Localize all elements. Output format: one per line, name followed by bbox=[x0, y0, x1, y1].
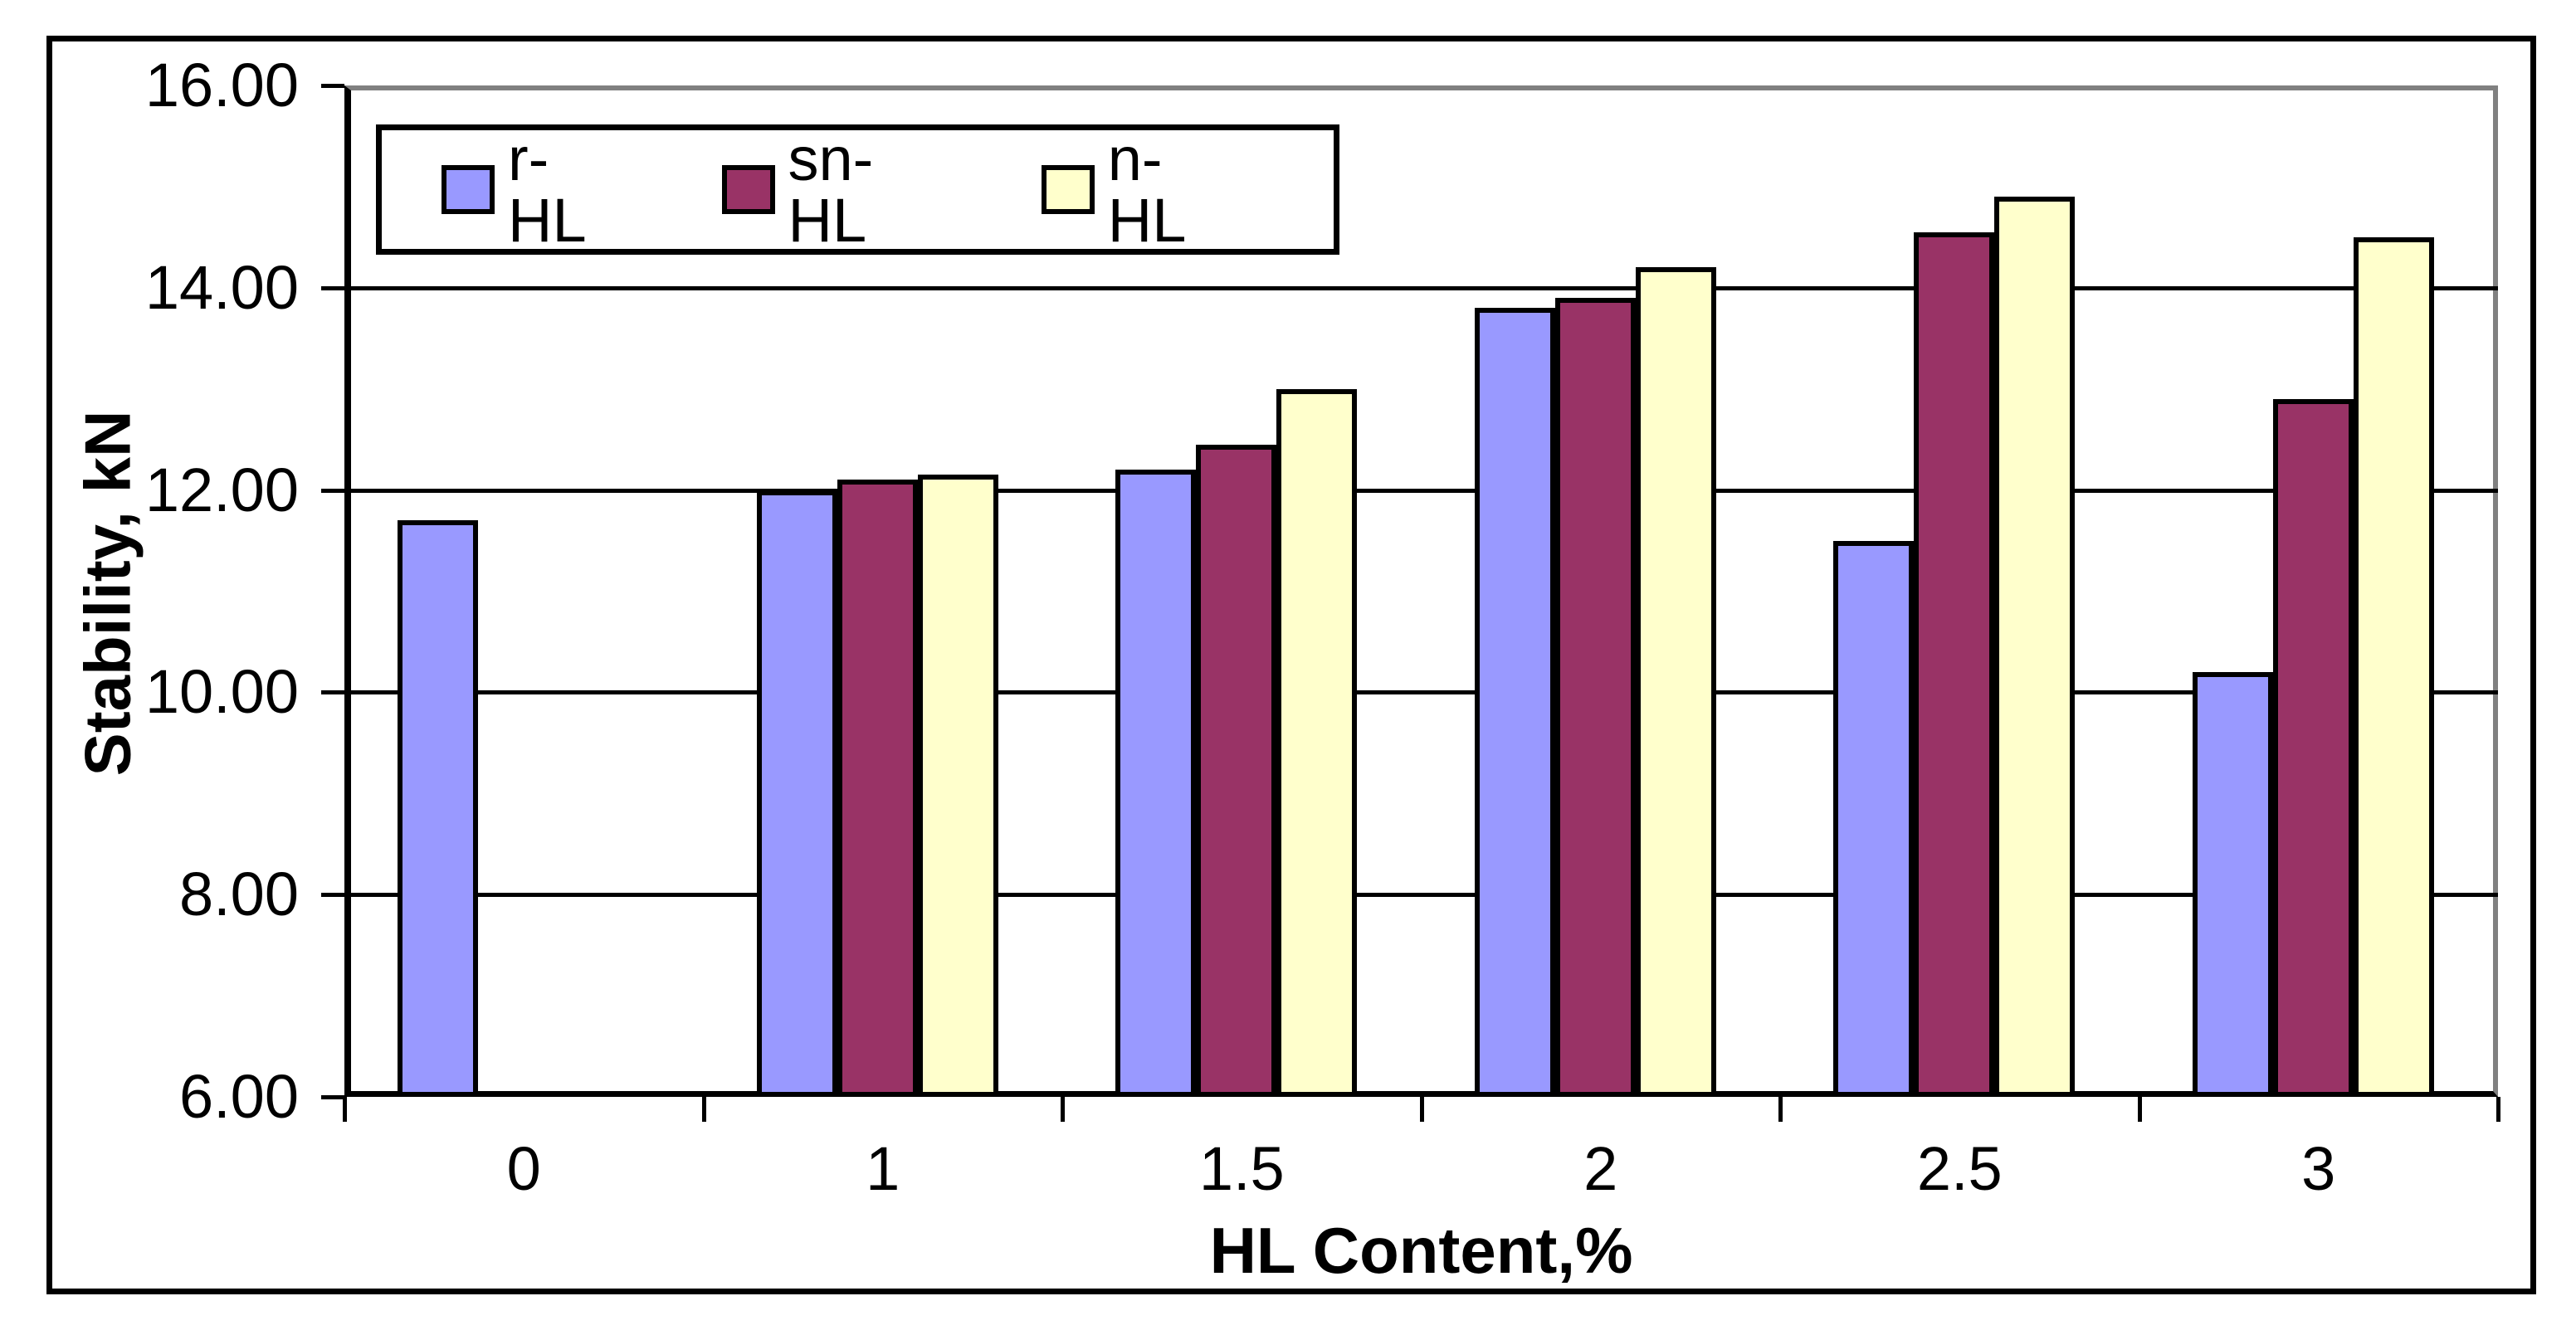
y-tick-label: 12.00 bbox=[144, 455, 299, 524]
x-axis-tick bbox=[2496, 1097, 2500, 1122]
gridline-10.00 bbox=[351, 690, 2498, 695]
legend-swatch-icon bbox=[442, 165, 495, 214]
bar-sn-HL-cat-1.5 bbox=[1196, 444, 1276, 1097]
x-axis-tick bbox=[1419, 1097, 1424, 1122]
bar-sn-HL-cat-3 bbox=[2272, 398, 2354, 1097]
legend-label: r-HL bbox=[508, 124, 587, 255]
bar-r-HL-cat-2.5 bbox=[1833, 540, 1914, 1097]
legend-label: sn-HL bbox=[788, 124, 874, 255]
bar-r-HL-cat-3 bbox=[2192, 672, 2273, 1097]
bar-n-HL-cat-3 bbox=[2353, 236, 2434, 1097]
bar-sn-HL-cat-2.5 bbox=[1914, 231, 1994, 1097]
legend-item-r-HL: r-HL bbox=[442, 124, 607, 255]
bar-r-HL-cat-1.5 bbox=[1115, 470, 1196, 1097]
x-tick-label: 3 bbox=[2301, 1134, 2336, 1203]
bar-n-HL-cat-2 bbox=[1635, 267, 1716, 1097]
bar-n-HL-cat-1 bbox=[917, 475, 998, 1097]
x-axis-tick bbox=[343, 1097, 347, 1122]
bar-sn-HL-cat-1 bbox=[837, 480, 918, 1097]
bar-sn-HL-cat-2 bbox=[1554, 297, 1636, 1097]
x-axis-tick bbox=[2137, 1097, 2142, 1122]
x-tick-label: 1 bbox=[866, 1134, 900, 1203]
y-axis-tick bbox=[321, 1095, 344, 1099]
y-tick-label: 6.00 bbox=[178, 1062, 299, 1131]
y-tick-label: 14.00 bbox=[144, 252, 299, 322]
x-axis-tick bbox=[1778, 1097, 1783, 1122]
y-axis-tick bbox=[321, 690, 344, 695]
y-tick-label: 10.00 bbox=[144, 657, 299, 727]
y-axis-tick bbox=[321, 285, 344, 290]
y-axis-title: Stability, kN bbox=[71, 410, 144, 777]
y-tick-label: 8.00 bbox=[178, 860, 299, 929]
y-axis-tick bbox=[321, 893, 344, 898]
gridline-8.00 bbox=[351, 893, 2498, 898]
bar-r-HL-cat-0 bbox=[398, 520, 478, 1097]
legend-swatch-icon bbox=[721, 165, 775, 214]
bar-n-HL-cat-2.5 bbox=[1994, 197, 2075, 1097]
bar-r-HL-cat-1 bbox=[756, 490, 837, 1097]
legend-item-sn-HL: sn-HL bbox=[721, 124, 927, 255]
x-tick-label: 0 bbox=[506, 1134, 541, 1203]
legend-swatch-icon bbox=[1041, 165, 1095, 214]
x-tick-label: 2 bbox=[1583, 1134, 1618, 1203]
bar-n-HL-cat-1.5 bbox=[1276, 388, 1357, 1097]
x-axis-title: HL Content,% bbox=[1209, 1214, 1633, 1287]
bar-r-HL-cat-2 bbox=[1474, 308, 1555, 1097]
x-tick-label: 1.5 bbox=[1198, 1134, 1285, 1203]
y-axis-tick bbox=[321, 84, 344, 88]
x-axis-tick bbox=[1061, 1097, 1065, 1122]
gridline-12.00 bbox=[351, 488, 2498, 493]
x-tick-label: 2.5 bbox=[1916, 1134, 2003, 1203]
y-tick-label: 16.00 bbox=[144, 51, 299, 119]
gridline-14.00 bbox=[351, 285, 2498, 290]
y-axis-tick bbox=[321, 488, 344, 493]
legend-item-n-HL: n-HL bbox=[1041, 124, 1219, 255]
plot-area bbox=[344, 85, 2498, 1097]
x-axis-tick bbox=[701, 1097, 706, 1122]
legend-label: n-HL bbox=[1107, 124, 1187, 255]
legend: r-HL sn-HL n-HL bbox=[376, 124, 1339, 255]
